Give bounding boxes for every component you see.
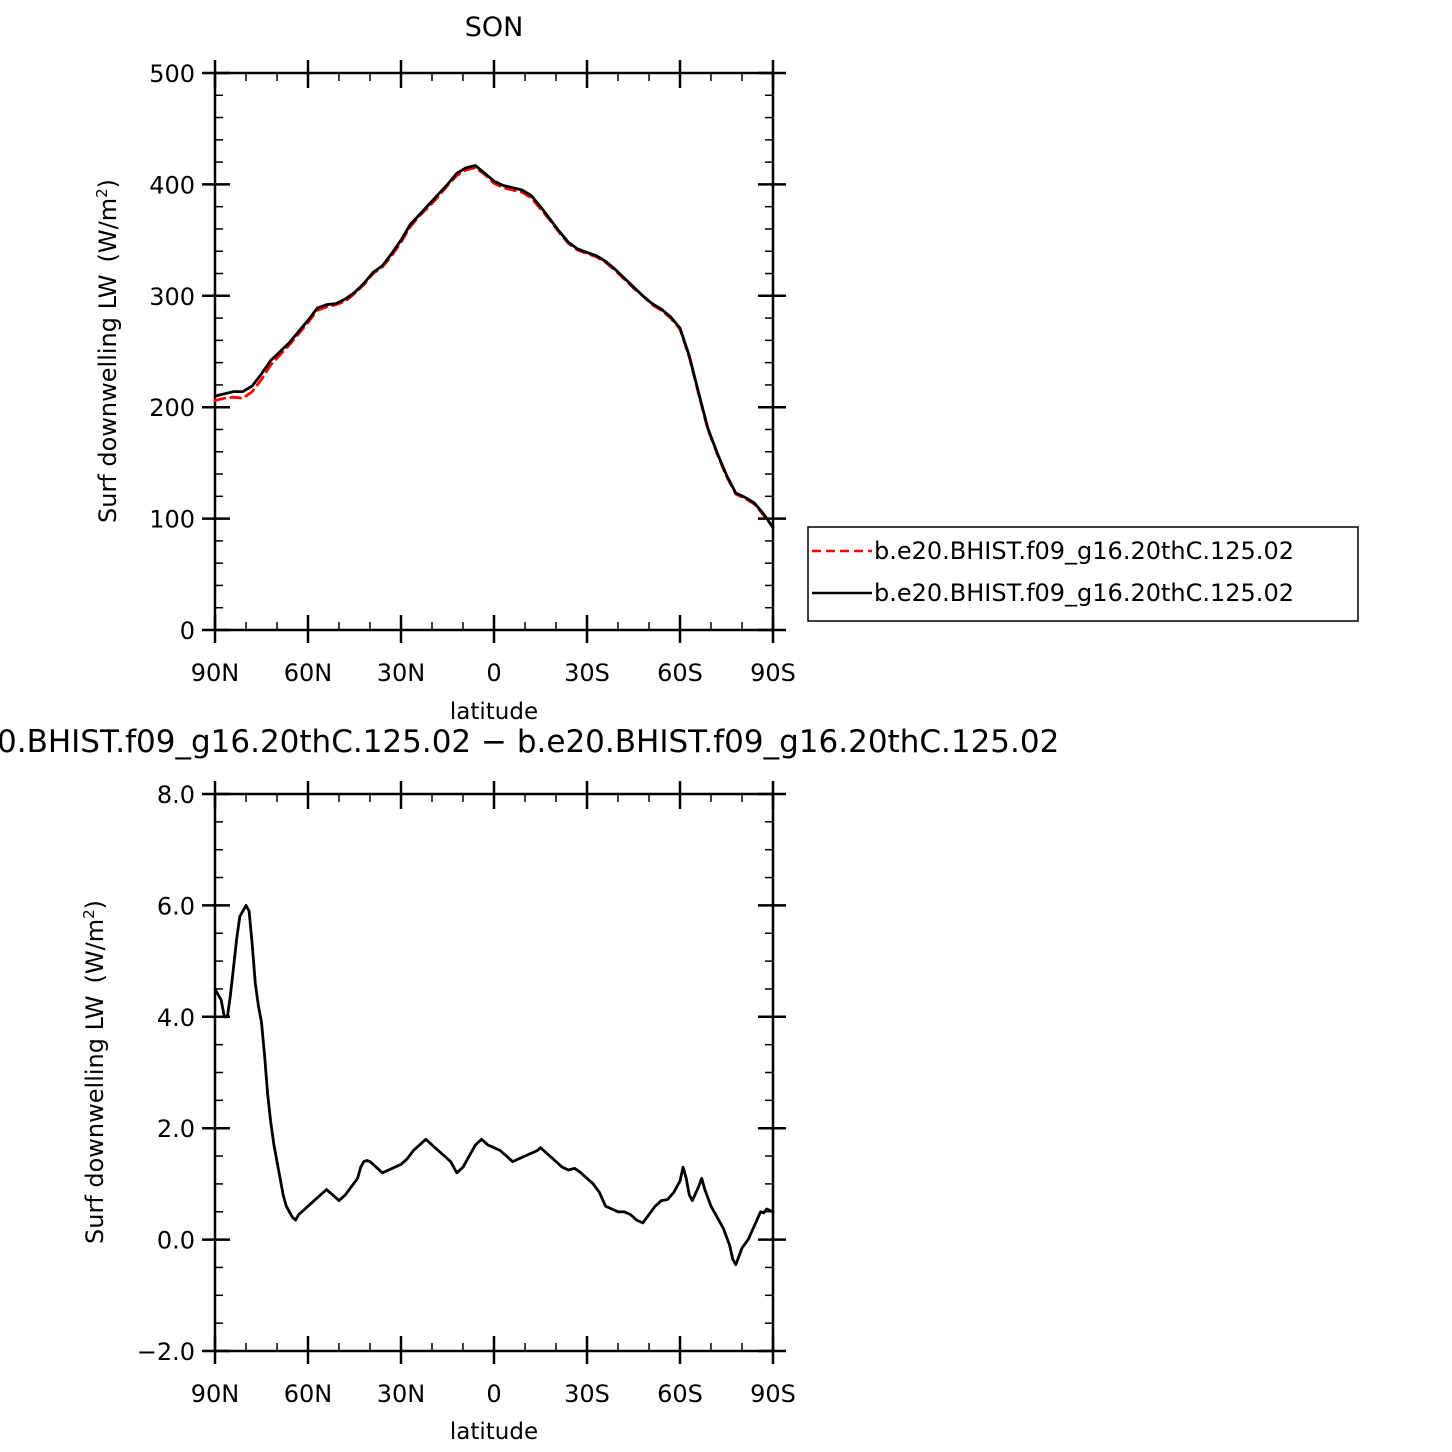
bottom-y-axis-label: Surf downwelling LW(W/m2) (80, 900, 109, 1244)
y-tick-label: 0.0 (157, 1227, 195, 1255)
top-y-axis-label: Surf downwelling LW(W/m2) (93, 179, 122, 523)
x-tick-label: 30S (564, 659, 610, 687)
y-tick-label: 500 (149, 60, 195, 88)
series-line-0-1 (213, 164, 775, 529)
y-tick-label: −2.0 (137, 1338, 195, 1366)
x-tick-label: 60S (657, 659, 703, 687)
y-tick-label: 100 (149, 506, 195, 534)
legend-box (807, 526, 1359, 622)
x-tick-label: 30S (564, 1380, 610, 1408)
y-tick-label: 300 (149, 283, 195, 311)
top-plot-area: 90N 60N 30N 0 30S 60S 90S 0 100 200 300 400 500 (149, 60, 796, 687)
x-tick-label: 60N (284, 1380, 333, 1408)
x-tick-label: 0 (486, 1380, 501, 1408)
legend: b.e20.BHIST.f09_g16.20thC.125.02 b.e20.B… (807, 526, 1359, 622)
bottom-plot-area: 90N 60N 30N 0 30S 60S 90S −2.0 0.0 2.0 4.0 6.0 8.0 (137, 781, 796, 1408)
legend-label-1: b.e20.BHIST.f09_g16.20thC.125.02 (874, 579, 1294, 607)
y-tick-label: 8.0 (157, 781, 195, 809)
x-tick-label: 0 (486, 659, 501, 687)
y-tick-label: 2.0 (157, 1115, 195, 1143)
x-tick-label: 90S (750, 659, 796, 687)
series-line-1-0 (213, 904, 775, 1267)
y-tick-label: 400 (149, 171, 195, 199)
y-tick-label: 4.0 (157, 1004, 195, 1032)
bottom-x-axis-label: latitude (450, 1419, 538, 1445)
x-tick-label: 60S (657, 1380, 703, 1408)
series-line-0-0 (213, 166, 775, 529)
plot-frame-1 (213, 792, 775, 1353)
top-x-axis-label: latitude (450, 699, 538, 725)
top-panel-title: SON (465, 12, 524, 43)
x-tick-label: 60N (284, 659, 333, 687)
x-tick-label: 90N (191, 1380, 240, 1408)
x-tick-label: 30N (377, 659, 426, 687)
bottom-panel: b.e20.BHIST.f09_g16.20thC.125.02 − b.e20… (0, 724, 1059, 1445)
x-tick-label: 90S (750, 1380, 796, 1408)
plot-frame-0 (213, 71, 775, 632)
bottom-panel-title: b.e20.BHIST.f09_g16.20thC.125.02 − b.e20… (0, 724, 1059, 760)
y-tick-label: 0 (180, 617, 195, 645)
x-tick-label: 30N (377, 1380, 426, 1408)
x-tick-label: 90N (191, 659, 240, 687)
y-tick-label: 6.0 (157, 892, 195, 920)
top-panel: SON 90N 60N 30N 0 30S 60S 90S0100200300400500 … (93, 12, 796, 725)
y-tick-label: 200 (149, 394, 195, 422)
legend-label-0: b.e20.BHIST.f09_g16.20thC.125.02 (874, 537, 1294, 565)
